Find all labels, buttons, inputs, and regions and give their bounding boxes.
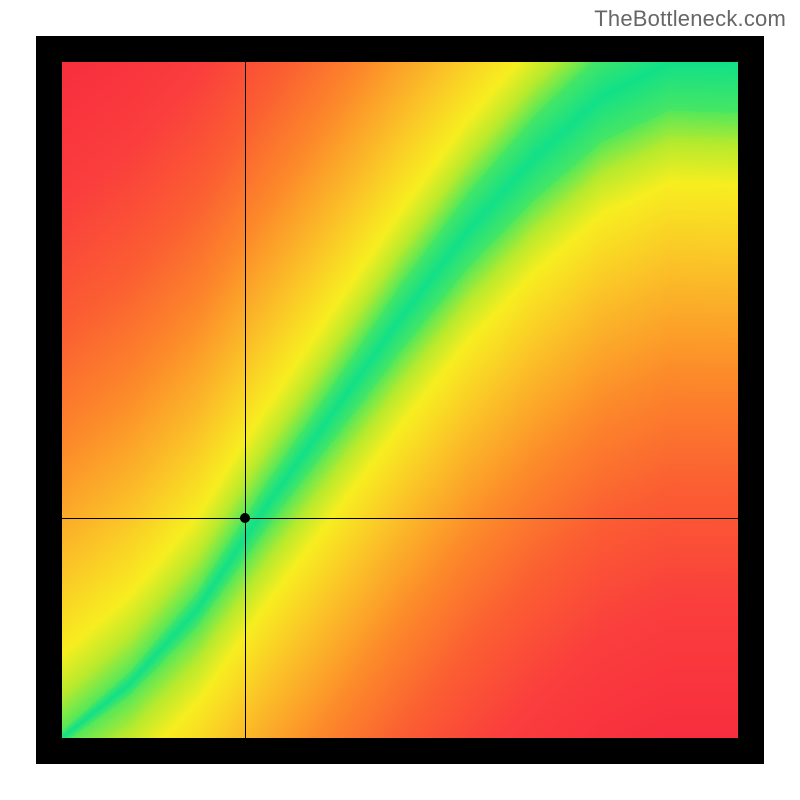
watermark-text: TheBottleneck.com [594,6,786,32]
heatmap-canvas [62,62,738,738]
heatmap-plot [62,62,738,738]
chart-outer-frame [36,36,764,764]
